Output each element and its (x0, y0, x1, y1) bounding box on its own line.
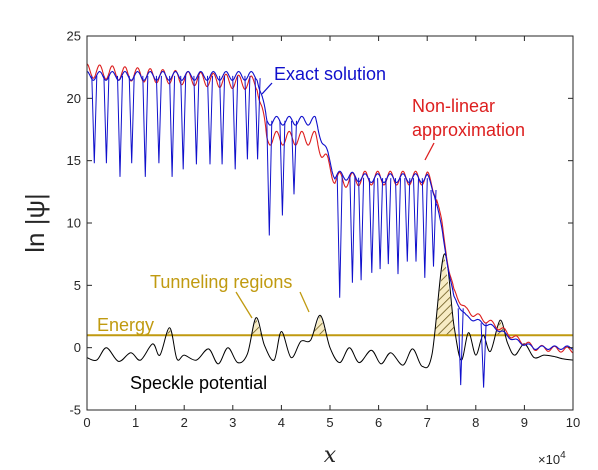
y-tick-label: 15 (67, 153, 81, 168)
y-tick-label: 5 (74, 278, 81, 293)
x-tick-label: 7 (424, 415, 431, 430)
x-multiplier-exponent: 4 (560, 450, 566, 461)
exact-solution-dip-8 (193, 75, 200, 165)
x-tick-label: 9 (521, 415, 528, 430)
exact-solution-dip-17 (336, 175, 343, 298)
y-tick-label: -5 (69, 403, 81, 418)
pointer-exact (261, 82, 273, 95)
nonlinear-approximation-line (87, 63, 573, 354)
y-tick-label: 0 (74, 340, 81, 355)
exact-solution-dip-20 (368, 178, 375, 273)
x-multiplier-base: ×10 (538, 452, 560, 467)
exact-solution-dip-25 (413, 178, 419, 262)
y-tick-label: 25 (67, 29, 81, 44)
plot-background (87, 36, 573, 410)
exact-solution-dip-5 (155, 75, 162, 164)
x-tick-label: 10 (566, 415, 580, 430)
x-tick-label: 4 (278, 415, 285, 430)
exact-solution-dip-12 (244, 75, 251, 160)
x-tick-label: 8 (472, 415, 479, 430)
exact-solution-dip-1 (103, 75, 110, 164)
exact-solution-dip-7 (180, 75, 187, 170)
exact-solution-dip-27 (430, 189, 437, 267)
annotation-pointers (235, 82, 435, 319)
y-tick-label: 20 (67, 91, 81, 106)
exact-solution-dip-0 (91, 75, 98, 164)
x-tick-label: 5 (326, 415, 333, 430)
exact-solution-dip-26 (421, 178, 428, 278)
exact-solution-dip-10 (219, 75, 226, 165)
tunneling-regions (167, 254, 505, 336)
annotation-tunneling-regions: Tunneling regions (150, 272, 292, 292)
exact-solution-dip-16 (291, 120, 297, 195)
y-tick-label: 10 (67, 216, 81, 231)
speckle-potential-line (87, 253, 573, 369)
exact-solution-dip-19 (358, 177, 365, 281)
annotation-exact-solution: Exact solution (274, 64, 386, 84)
tunneling-region (312, 315, 327, 336)
annotation-nonlinear-line1: Non-linear (412, 96, 495, 116)
exact-solution-dip-13 (254, 78, 261, 160)
annotation-nonlinear-line2: approximation (412, 120, 525, 140)
x-tick-label: 2 (181, 415, 188, 430)
plot-area (86, 35, 574, 411)
annotation-energy: Energy (97, 315, 154, 335)
exact-solution-dip-22 (385, 178, 392, 265)
exact-solution-dip-15 (279, 120, 286, 216)
exact-solution-dip-21 (377, 178, 384, 270)
exact-solution-dip-11 (232, 75, 239, 170)
exact-solution-dip-2 (117, 75, 123, 177)
x-tick-label: 3 (229, 415, 236, 430)
exact-solution-dip-28 (457, 308, 464, 386)
y-axis-label: ln |ψ| (20, 193, 50, 253)
pointer-nonlinear (424, 142, 435, 161)
exact-solution-dip-6 (169, 75, 176, 177)
tunneling-region (167, 327, 172, 336)
exact-solution-line (87, 70, 573, 350)
x-axis-multiplier: ×104 (538, 450, 566, 467)
series-lines (87, 63, 573, 388)
exact-solution-dip-23 (395, 178, 401, 275)
pointer-tunneling-2 (299, 291, 310, 313)
pointer-tunneling-1 (235, 291, 253, 319)
exact-solution-dip-3 (128, 75, 135, 164)
exact-solution-dip-14 (266, 120, 273, 236)
exact-solution-dip-24 (404, 178, 411, 262)
exact-solution-dip-18 (349, 176, 356, 283)
exact-solution-dip-29 (480, 323, 487, 388)
tunneling-region (252, 317, 261, 336)
x-tick-label: 6 (375, 415, 382, 430)
annotation-speckle-potential: Speckle potential (130, 373, 267, 393)
tunneling-region (434, 254, 456, 336)
x-axis-label: x (324, 443, 337, 468)
x-tick-label: 1 (132, 415, 139, 430)
exact-solution-dip-9 (207, 75, 213, 165)
x-tick-label: 0 (83, 415, 90, 430)
exact-solution-dip-4 (142, 75, 149, 177)
